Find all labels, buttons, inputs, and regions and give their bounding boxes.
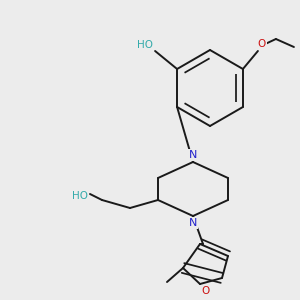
Text: O: O [258,39,266,49]
Text: N: N [189,218,197,228]
Text: N: N [189,150,197,160]
Text: HO: HO [72,191,88,201]
Text: O: O [201,286,209,296]
Text: HO: HO [137,40,153,50]
